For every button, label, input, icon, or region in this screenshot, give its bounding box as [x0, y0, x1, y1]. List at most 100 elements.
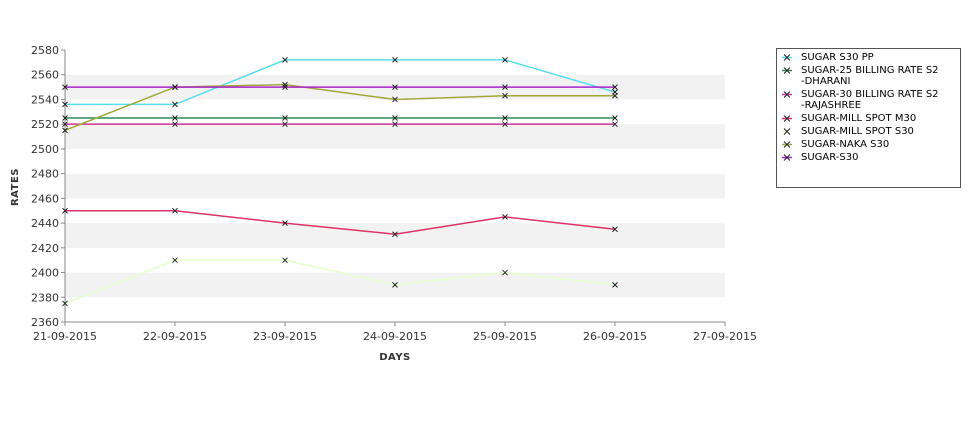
data-point: [62, 127, 68, 134]
grid-band: [65, 99, 725, 125]
data-point: [172, 257, 178, 264]
y-tick-label: 2360: [31, 316, 59, 329]
data-point: [62, 101, 68, 108]
y-tick-label: 2500: [31, 143, 59, 156]
y-axis-title: RATES: [10, 168, 21, 206]
legend-label: SUGAR-S30: [801, 152, 859, 163]
series-line: [65, 59, 616, 106]
data-point: [172, 84, 178, 90]
data-point: [502, 115, 508, 121]
x-tick-label: 24-09-2015: [363, 330, 427, 343]
y-tick-label: 2440: [31, 217, 59, 230]
data-point: [282, 57, 288, 63]
legend-item: SUGAR S30 PP: [781, 52, 956, 63]
y-tick-label: 2560: [31, 69, 59, 82]
y-tick-label: 2460: [31, 192, 59, 205]
series-line: [64, 259, 616, 305]
data-point: [282, 81, 288, 88]
data-point: [62, 121, 68, 128]
data-point: [62, 115, 68, 121]
data-point: [392, 115, 398, 121]
y-tick-label: 2520: [31, 118, 59, 131]
data-point: [502, 57, 508, 63]
data-point: [612, 92, 618, 99]
data-point: [612, 282, 618, 288]
legend-item: SUGAR-NAKA S30: [781, 139, 956, 150]
series-line: [64, 83, 615, 132]
data-point: [612, 121, 618, 128]
data-point: [62, 207, 68, 214]
data-point: [502, 84, 508, 90]
grid-band: [65, 247, 725, 273]
data-point: [172, 207, 178, 214]
series-line: [65, 209, 616, 235]
legend-marker-icon: [781, 113, 793, 124]
legend-label: SUGAR-MILL SPOT S30: [801, 126, 914, 137]
y-tick-label: 2540: [31, 93, 59, 106]
y-tick-label: 2380: [31, 291, 59, 304]
legend-label: SUGAR-MILL SPOT M30: [801, 113, 917, 124]
data-point: [502, 269, 508, 276]
legend-marker-icon: [781, 139, 793, 150]
x-tick-label: 26-09-2015: [583, 330, 647, 343]
data-point: [62, 300, 68, 307]
data-point: [282, 257, 288, 264]
data-point: [62, 84, 68, 90]
series-lines: [64, 59, 616, 305]
x-tick-label: 21-09-2015: [33, 330, 97, 343]
data-point: [172, 115, 178, 121]
data-point: [392, 57, 398, 63]
x-tick-label: 25-09-2015: [473, 330, 537, 343]
data-point: [502, 121, 508, 128]
data-point: [392, 84, 398, 90]
grid-band: [65, 297, 725, 322]
data-point: [392, 282, 398, 288]
grid-band: [65, 223, 725, 248]
y-tick-label: 2580: [31, 44, 59, 57]
data-point: [502, 214, 508, 220]
series-points: [62, 57, 618, 307]
legend-item: SUGAR-S30: [781, 152, 956, 163]
legend-label: SUGAR-NAKA S30: [801, 139, 890, 150]
legend-item: SUGAR-25 BILLING RATE S2 -DHARANI: [781, 65, 956, 87]
chart-legend: SUGAR S30 PP SUGAR-25 BILLING RATE S2 -DH…: [776, 48, 961, 188]
data-point: [612, 84, 618, 90]
legend-item: SUGAR-MILL SPOT S30: [781, 126, 956, 137]
data-point: [612, 115, 618, 121]
data-point: [282, 115, 288, 121]
x-tick-label: 23-09-2015: [253, 330, 317, 343]
grid-band: [65, 173, 725, 199]
data-point: [392, 231, 398, 238]
y-axis-ticks: 2360 2380 2400 2420 2440 2460 2480 2500 2520 2540…: [31, 44, 65, 329]
data-point: [172, 121, 178, 128]
grid-band: [65, 50, 725, 75]
legend-marker-icon: [781, 52, 793, 63]
legend-marker-icon: [781, 65, 793, 76]
legend-item: SUGAR-30 BILLING RATE S2 -RAJASHREE: [781, 89, 956, 111]
legend-label: SUGAR S30 PP: [801, 52, 874, 63]
x-tick-label: 22-09-2015: [143, 330, 207, 343]
legend-marker-icon: [781, 89, 793, 100]
legend-label: SUGAR-30 BILLING RATE S2 -RAJASHREE: [801, 89, 939, 111]
legend-marker-icon: [781, 152, 793, 163]
grid-band: [65, 148, 725, 174]
data-point: [172, 101, 178, 108]
data-point: [612, 226, 618, 233]
data-point: [502, 92, 508, 99]
data-point: [282, 220, 288, 226]
y-tick-label: 2480: [31, 168, 59, 181]
data-point: [392, 96, 398, 103]
data-point: [392, 121, 398, 128]
legend-item: SUGAR-MILL SPOT M30: [781, 113, 956, 124]
data-point: [282, 121, 288, 128]
y-tick-label: 2400: [31, 267, 59, 280]
x-axis-title: DAYS: [379, 352, 411, 363]
x-tick-label: 27-09-2015: [693, 330, 757, 343]
x-axis-ticks: 21-09-2015 22-09-2015 23-09-2015 24-09-2015…: [33, 322, 757, 343]
legend-label: SUGAR-25 BILLING RATE S2 -DHARANI: [801, 65, 939, 87]
grid-band: [65, 124, 725, 149]
legend-marker-icon: [781, 126, 793, 137]
y-tick-label: 2420: [31, 242, 59, 255]
